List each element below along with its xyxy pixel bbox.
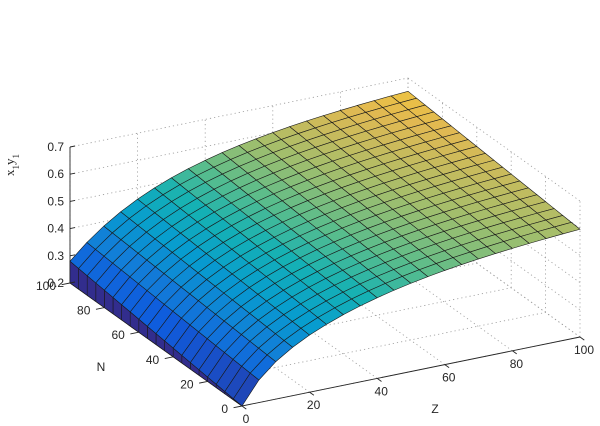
x-tick-label: 40 xyxy=(375,384,389,398)
y-tick-label: 20 xyxy=(180,377,194,391)
surface-plot xyxy=(69,90,581,407)
x-tick-mark xyxy=(376,378,382,382)
z-tick-mark xyxy=(69,199,76,202)
y-tick-mark xyxy=(130,331,139,335)
z-tick-mark xyxy=(69,145,76,148)
y-tick-label: 0 xyxy=(221,402,228,416)
gridline xyxy=(69,77,409,148)
y-tick-label: 40 xyxy=(146,353,160,367)
y-axis-label: N xyxy=(97,360,106,374)
z-tick-mark xyxy=(69,254,76,257)
x-tick-mark xyxy=(512,350,517,355)
z-tick-mark xyxy=(69,172,76,175)
y-tick-mark xyxy=(199,380,208,384)
surface-patch xyxy=(553,222,581,235)
z-tick-label: 0.7 xyxy=(47,140,64,154)
x-tick-label: 20 xyxy=(307,398,321,412)
x-tick-mark xyxy=(579,336,585,341)
gridline xyxy=(173,287,512,358)
z-tick-mark xyxy=(69,281,76,284)
y-tick-mark xyxy=(164,356,174,359)
gridline xyxy=(207,312,546,382)
x-tick-label: 80 xyxy=(510,357,524,371)
z-tick-label: 0.6 xyxy=(47,167,64,181)
y-tick-mark xyxy=(61,282,71,286)
gridline xyxy=(407,213,581,338)
y-tick-label: 60 xyxy=(111,328,125,342)
x-tick-mark xyxy=(444,364,450,369)
z-tick-mark xyxy=(69,227,76,230)
y-tick-mark xyxy=(95,307,105,310)
tick-labels: 0204060801000204060801000.20.30.40.50.60… xyxy=(36,140,594,426)
x-tick-label: 0 xyxy=(243,412,250,426)
x-axis-line xyxy=(241,336,581,407)
x-tick-label: 60 xyxy=(442,371,456,385)
gridline xyxy=(340,227,513,352)
x-tick-mark xyxy=(309,391,315,396)
x-tick-label: 100 xyxy=(574,343,594,357)
z-tick-label: 0.5 xyxy=(47,194,64,208)
z-tick-label: 0.2 xyxy=(47,276,64,290)
x-tick-mark xyxy=(241,405,247,410)
z-axis-label: x1y1 xyxy=(2,154,21,176)
y-tick-mark xyxy=(233,405,243,409)
gridline xyxy=(407,77,581,202)
y-tick-label: 100 xyxy=(36,279,56,293)
gridline xyxy=(69,104,409,175)
z-tick-label: 0.3 xyxy=(47,249,64,263)
z-tick-label: 0.4 xyxy=(47,222,64,236)
x-axis-label: Z xyxy=(431,402,438,416)
y-tick-label: 80 xyxy=(77,304,91,318)
